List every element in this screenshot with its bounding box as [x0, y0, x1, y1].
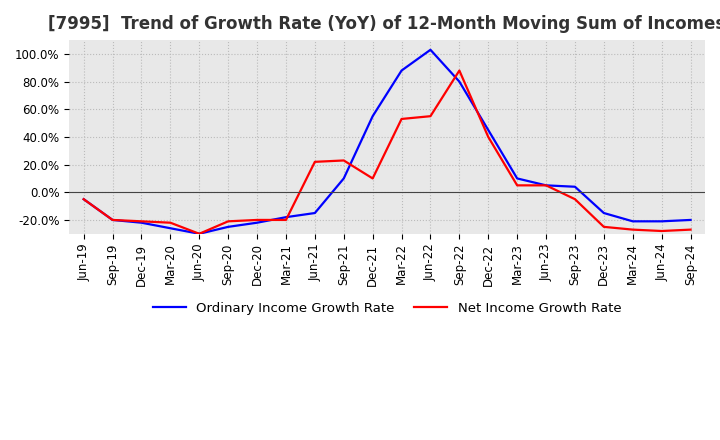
- Legend: Ordinary Income Growth Rate, Net Income Growth Rate: Ordinary Income Growth Rate, Net Income …: [148, 297, 627, 320]
- Ordinary Income Growth Rate: [108, 217, 117, 223]
- Net Income Growth Rate: [541, 183, 550, 188]
- Ordinary Income Growth Rate: [484, 128, 492, 133]
- Net Income Growth Rate: [426, 114, 435, 119]
- Ordinary Income Growth Rate: [166, 226, 175, 231]
- Ordinary Income Growth Rate: [282, 215, 290, 220]
- Ordinary Income Growth Rate: [426, 47, 435, 52]
- Net Income Growth Rate: [79, 197, 88, 202]
- Net Income Growth Rate: [339, 158, 348, 163]
- Line: Net Income Growth Rate: Net Income Growth Rate: [84, 70, 690, 234]
- Ordinary Income Growth Rate: [657, 219, 666, 224]
- Ordinary Income Growth Rate: [339, 176, 348, 181]
- Ordinary Income Growth Rate: [571, 184, 580, 189]
- Ordinary Income Growth Rate: [629, 219, 637, 224]
- Ordinary Income Growth Rate: [513, 176, 521, 181]
- Ordinary Income Growth Rate: [224, 224, 233, 230]
- Net Income Growth Rate: [455, 68, 464, 73]
- Ordinary Income Growth Rate: [541, 183, 550, 188]
- Net Income Growth Rate: [310, 159, 319, 165]
- Net Income Growth Rate: [600, 224, 608, 230]
- Net Income Growth Rate: [224, 219, 233, 224]
- Net Income Growth Rate: [484, 134, 492, 139]
- Net Income Growth Rate: [657, 228, 666, 234]
- Ordinary Income Growth Rate: [195, 231, 204, 236]
- Title: [7995]  Trend of Growth Rate (YoY) of 12-Month Moving Sum of Incomes: [7995] Trend of Growth Rate (YoY) of 12-…: [48, 15, 720, 33]
- Net Income Growth Rate: [108, 217, 117, 223]
- Net Income Growth Rate: [195, 231, 204, 236]
- Net Income Growth Rate: [369, 176, 377, 181]
- Ordinary Income Growth Rate: [600, 210, 608, 216]
- Net Income Growth Rate: [282, 217, 290, 223]
- Ordinary Income Growth Rate: [455, 79, 464, 84]
- Net Income Growth Rate: [571, 197, 580, 202]
- Ordinary Income Growth Rate: [369, 114, 377, 119]
- Ordinary Income Growth Rate: [397, 68, 406, 73]
- Net Income Growth Rate: [397, 116, 406, 121]
- Net Income Growth Rate: [629, 227, 637, 232]
- Net Income Growth Rate: [166, 220, 175, 225]
- Ordinary Income Growth Rate: [686, 217, 695, 223]
- Line: Ordinary Income Growth Rate: Ordinary Income Growth Rate: [84, 50, 690, 234]
- Ordinary Income Growth Rate: [310, 210, 319, 216]
- Net Income Growth Rate: [137, 219, 145, 224]
- Net Income Growth Rate: [686, 227, 695, 232]
- Ordinary Income Growth Rate: [79, 197, 88, 202]
- Ordinary Income Growth Rate: [253, 220, 261, 225]
- Net Income Growth Rate: [513, 183, 521, 188]
- Net Income Growth Rate: [253, 217, 261, 223]
- Ordinary Income Growth Rate: [137, 220, 145, 225]
